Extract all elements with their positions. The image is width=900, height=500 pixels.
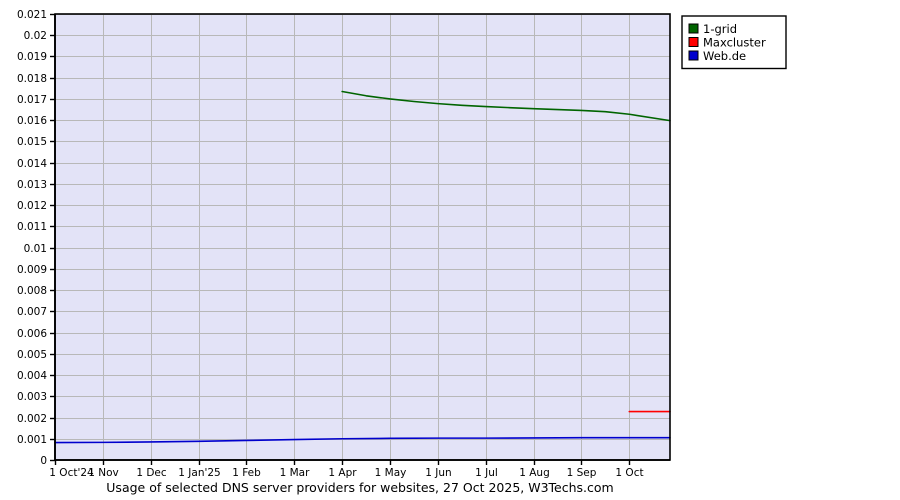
- legend-box: [681, 15, 787, 70]
- x-tick-label: 1 Sep: [567, 467, 597, 479]
- y-tick-label: 0.003: [17, 391, 47, 403]
- x-tick-label: 1 Oct: [615, 467, 643, 479]
- y-tick-label: 0.005: [17, 349, 47, 361]
- x-tick-label: 1 Aug: [519, 467, 550, 479]
- y-axis-tick-labels: 0.021 0.02 0.019 0.018 0.017 0.016 0.015 0.014 0…: [17, 9, 47, 467]
- y-tick-label: 0.017: [17, 94, 47, 106]
- legend-swatch-maxcluster: [688, 37, 699, 47]
- y-tick-label: 0.014: [17, 158, 47, 170]
- y-tick-label: 0.007: [17, 306, 47, 318]
- data-series-lines: [54, 90, 671, 444]
- legend-label-web-de[interactable]: Web.de: [703, 49, 746, 63]
- y-tick-label: 0.006: [17, 328, 47, 340]
- x-tick-label: 1 Nov: [88, 467, 119, 479]
- x-tick-label: 1 Jan'25: [178, 467, 220, 479]
- y-tick-label: 0.011: [17, 221, 47, 233]
- y-tick-label: 0.015: [17, 136, 47, 148]
- series-line-web-de: [54, 436, 671, 444]
- x-axis-tick-labels: 1 Oct'241 Nov 1 Dec 1 Jan'25 1 Feb 1 Mar 1 Ap…: [49, 467, 643, 479]
- x-tick-label: 1 Dec: [136, 467, 167, 479]
- y-tick-label: 0.008: [17, 285, 47, 297]
- x-tick-label: 1 Jul: [475, 467, 498, 479]
- y-tick-label: 0.01: [24, 243, 47, 255]
- y-tick-label: 0.02: [24, 30, 47, 42]
- x-tick-label: 1 Jun: [425, 467, 451, 479]
- horizontal-gridlines: [55, 14, 670, 440]
- plot-area-background: [55, 14, 670, 460]
- x-tick-label: 1 Feb: [232, 467, 261, 479]
- legend-swatch-web-de: [688, 50, 699, 61]
- y-tick-label: 0.012: [17, 200, 47, 212]
- y-tick-label: 0.016: [17, 115, 47, 127]
- x-tick-label: 1 Oct'24: [49, 467, 94, 479]
- y-tick-label: 0.004: [17, 370, 47, 382]
- y-tick-label: 0.001: [17, 434, 47, 446]
- y-tick-label: 0.009: [17, 264, 47, 276]
- vertical-gridlines: [103, 14, 630, 460]
- y-tick-label: 0.019: [17, 51, 47, 63]
- legend-label-1-grid[interactable]: 1-grid: [703, 22, 737, 36]
- series-line-1-grid: [341, 90, 671, 122]
- y-tick-label: 0.018: [17, 73, 47, 85]
- y-tick-label: 0.021: [17, 9, 47, 21]
- legend-label-maxcluster[interactable]: Maxcluster: [703, 36, 766, 50]
- y-tick-label: 0: [40, 455, 47, 467]
- x-tick-label: 1 May: [375, 467, 407, 479]
- y-tick-label: 0.013: [17, 179, 47, 191]
- legend-swatch-1-grid: [688, 23, 699, 34]
- y-tick-label: 0.002: [17, 413, 47, 425]
- x-tick-label: 1 Apr: [328, 467, 357, 479]
- x-tick-label: 1 Mar: [280, 467, 311, 479]
- chart-caption: Usage of selected DNS server providers f…: [106, 480, 613, 495]
